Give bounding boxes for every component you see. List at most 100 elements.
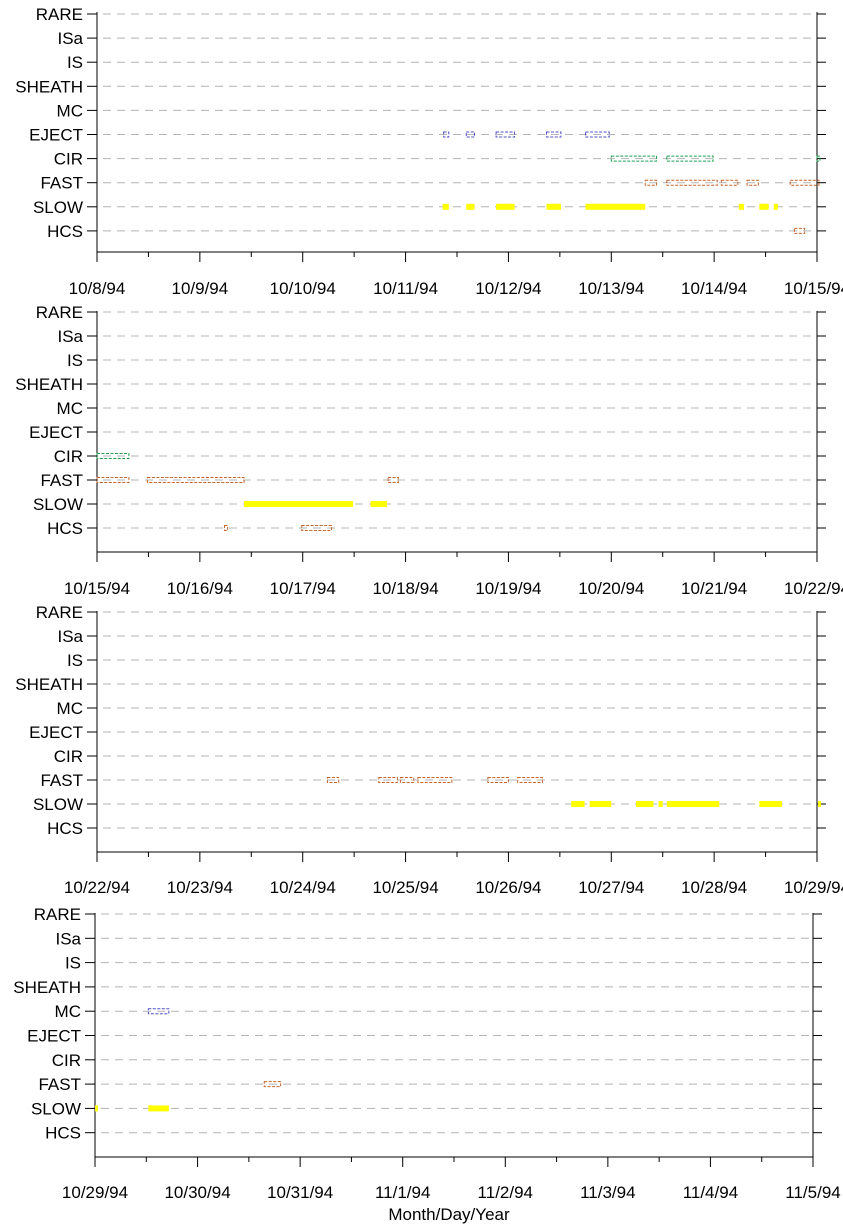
category-label-cir: CIR	[54, 747, 83, 766]
x-tick-label: 10/22/94	[64, 878, 130, 897]
category-label-rare: RARE	[36, 5, 83, 24]
x-tick-label: 10/8/94	[69, 279, 126, 298]
category-label-isa: ISa	[57, 627, 83, 646]
segment-slow	[666, 801, 720, 807]
category-label-slow: SLOW	[33, 495, 83, 514]
x-tick-label: 10/15/94	[64, 579, 130, 598]
segment-fast	[146, 477, 245, 483]
category-label-isa: ISa	[55, 929, 81, 948]
category-label-cir: CIR	[54, 150, 83, 169]
segment-fast	[378, 777, 398, 783]
x-tick-label: 10/27/94	[578, 878, 644, 897]
panel-1: RARE ISa IS SHEATH MC EJECT CIR FAST SLOW HCS 10/8…	[15, 5, 843, 298]
segment-fast	[417, 777, 453, 783]
x-tick-label: 10/29/94	[784, 878, 843, 897]
segment-cir	[666, 155, 714, 162]
category-label-hcs: HCS	[45, 1124, 81, 1143]
category-label-eject: EJECT	[29, 723, 83, 742]
category-label-eject: EJECT	[27, 1027, 81, 1046]
category-label-is: IS	[65, 954, 81, 973]
segment-eject	[585, 131, 610, 138]
category-label-hcs: HCS	[47, 819, 83, 838]
segment-fast	[517, 777, 543, 783]
segment-slow	[466, 203, 475, 210]
segment-slow	[759, 203, 769, 210]
category-label-sheath: SHEATH	[15, 375, 83, 394]
category-label-eject: EJECT	[29, 126, 83, 145]
category-label-mc: MC	[57, 699, 83, 718]
x-tick-label: 10/24/94	[270, 878, 336, 897]
x-tick-label: 11/1/94	[375, 1183, 430, 1202]
x-tick-label: 10/30/94	[164, 1183, 230, 1202]
x-tick-label: 10/20/94	[578, 579, 644, 598]
category-label-is: IS	[67, 351, 83, 370]
x-tick-label: 10/9/94	[171, 279, 228, 298]
x-axis-title: Month/Day/Year	[388, 1205, 510, 1224]
segment-slow	[148, 1105, 169, 1112]
x-tick-label: 10/14/94	[681, 279, 747, 298]
segment-fast	[326, 777, 340, 783]
segment-eject	[545, 131, 562, 138]
category-label-is: IS	[67, 53, 83, 72]
category-label-slow: SLOW	[33, 198, 83, 217]
segment-slow	[496, 203, 515, 210]
segment-cir	[816, 155, 821, 162]
panel-4: RARE ISa IS SHEATH MC EJECT CIR FAST SLOW HCS 10/2…	[13, 905, 840, 1202]
segment-slow	[95, 1105, 98, 1112]
category-label-isa: ISa	[57, 327, 83, 346]
x-tick-label: 10/29/94	[62, 1183, 128, 1202]
segment-eject	[465, 131, 475, 138]
category-label-hcs: HCS	[47, 519, 83, 538]
segment-fast	[399, 777, 415, 783]
segment-slow	[370, 501, 388, 507]
segment-slow	[589, 801, 612, 807]
category-label-slow: SLOW	[33, 795, 83, 814]
x-tick-label: 10/26/94	[475, 878, 541, 897]
segment-cir	[610, 155, 658, 162]
segment-slow	[738, 203, 744, 210]
category-label-fast: FAST	[40, 174, 83, 193]
x-tick-label: 11/2/94	[478, 1183, 533, 1202]
category-label-fast: FAST	[40, 471, 83, 490]
segment-fast	[644, 179, 658, 186]
segment-slow	[571, 801, 585, 807]
segment-slow	[818, 801, 822, 807]
category-label-rare: RARE	[36, 603, 83, 622]
x-tick-label: 10/19/94	[475, 579, 541, 598]
segment-slow	[635, 801, 654, 807]
segment-cir	[96, 453, 130, 459]
segment-slow	[658, 801, 663, 807]
category-label-sheath: SHEATH	[15, 77, 83, 96]
segment-fast	[720, 179, 739, 186]
category-label-eject: EJECT	[29, 423, 83, 442]
category-label-is: IS	[67, 651, 83, 670]
segment-slow	[759, 801, 783, 807]
category-label-sheath: SHEATH	[15, 675, 83, 694]
category-label-slow: SLOW	[31, 1099, 81, 1118]
segment-fast	[387, 477, 399, 483]
x-tick-label: 10/17/94	[270, 579, 336, 598]
segment-fast	[746, 179, 759, 186]
segment-slow	[546, 203, 561, 210]
segment-fast	[789, 179, 820, 186]
x-tick-label: 11/4/94	[683, 1183, 738, 1202]
segment-hcs	[301, 525, 333, 531]
category-label-mc: MC	[57, 399, 83, 418]
segment-fast	[487, 777, 509, 783]
x-tick-label: 10/22/94	[784, 579, 843, 598]
category-label-hcs: HCS	[47, 222, 83, 241]
x-tick-label: 10/18/94	[372, 579, 438, 598]
category-label-mc: MC	[55, 1002, 81, 1021]
category-label-sheath: SHEATH	[13, 978, 81, 997]
segment-slow	[773, 203, 778, 210]
x-tick-label: 10/28/94	[681, 878, 747, 897]
panel-3: RARE ISa IS SHEATH MC EJECT CIR FAST SLOW HCS 10/2…	[15, 603, 843, 897]
category-label-fast: FAST	[38, 1075, 81, 1094]
category-label-mc: MC	[57, 101, 83, 120]
category-label-cir: CIR	[54, 447, 83, 466]
category-label-isa: ISa	[57, 29, 83, 48]
category-label-rare: RARE	[34, 905, 81, 924]
x-tick-label: 10/16/94	[167, 579, 233, 598]
segment-hcs	[793, 227, 806, 234]
